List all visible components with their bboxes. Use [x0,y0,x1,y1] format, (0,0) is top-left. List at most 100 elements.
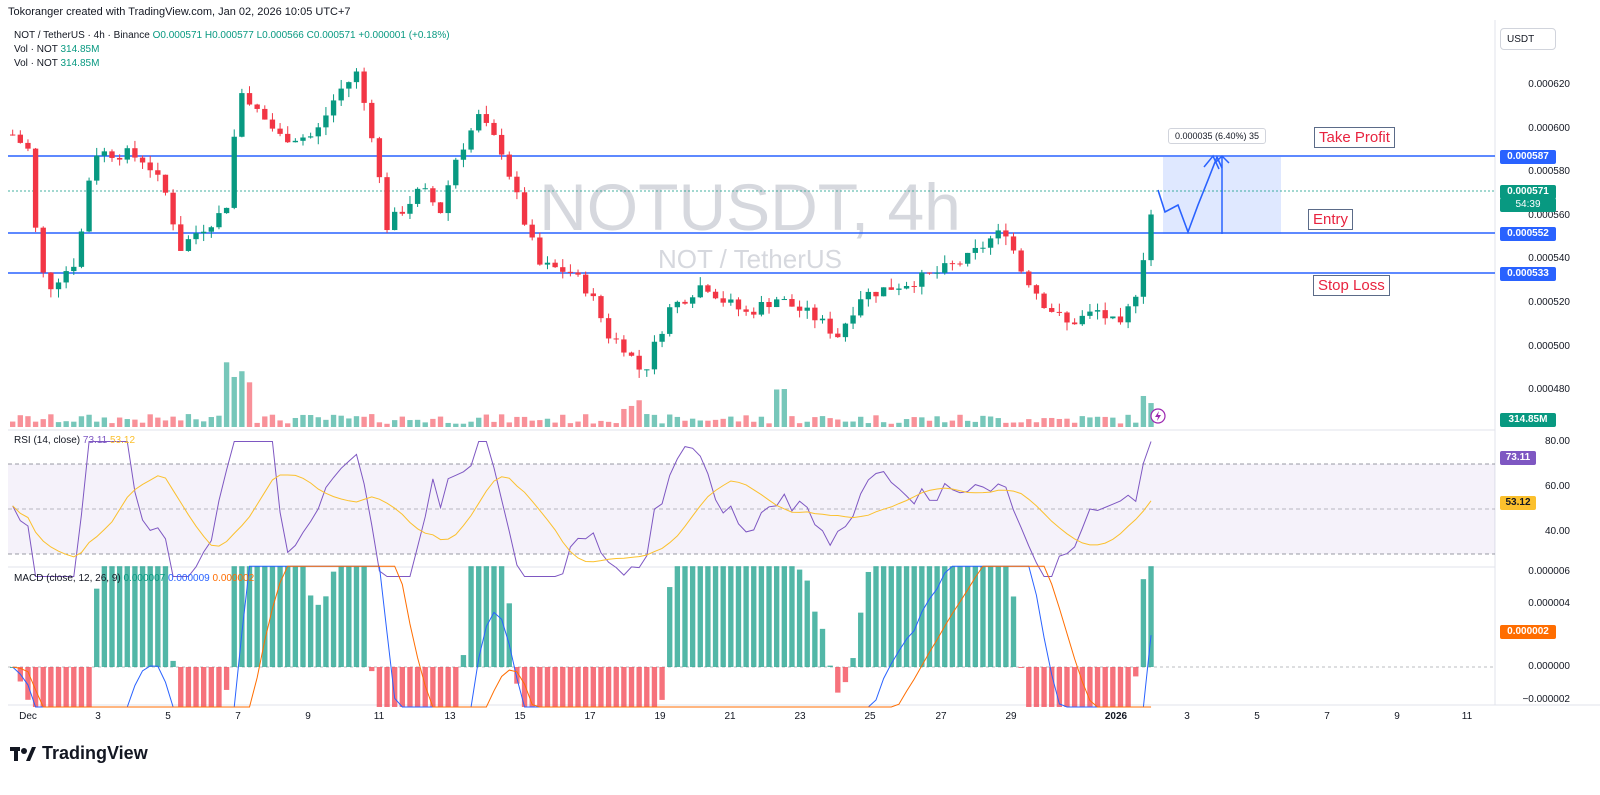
tradingview-logo[interactable]: TradingView [10,743,148,764]
volume-bar [1026,419,1032,427]
candle-body [246,93,253,105]
candle-body [529,224,535,238]
macd-histogram-bar [605,667,612,707]
candle-body [1102,310,1108,319]
price-axis-label: 0.000480 [1528,384,1570,395]
candle-body [94,155,100,181]
macd-histogram-bar [399,667,405,707]
volume-bar [147,414,153,427]
candle-body [10,134,16,136]
time-axis-label: 25 [864,711,876,722]
volume-bar [491,421,497,427]
rsi-line [12,441,1152,577]
macd-histogram-bar [445,667,451,707]
candle-body [949,263,956,265]
currency-button[interactable]: USDT [1500,28,1556,50]
macd-histogram-bar [262,566,268,667]
macd-histogram-bar [812,611,818,667]
candle-body [980,247,986,249]
volume-bar [185,414,192,427]
volume-bar [239,371,245,427]
candle-body [1041,293,1047,309]
volume-bar [735,421,742,427]
volume-legend-1[interactable]: Vol · NOT 314.85M [14,44,99,55]
macd-histogram-bar [659,667,665,700]
price-axis-label: 0.000500 [1528,341,1570,352]
candle-body [330,100,337,116]
volume-label: Vol · NOT [14,58,58,69]
volume-bar [445,422,451,427]
macd-histogram-bar [751,566,757,667]
macd-line [12,565,1152,708]
macd-histogram-bar [48,667,54,707]
time-axis-label: 3 [95,711,101,722]
candle-body [774,299,780,308]
volume-bar [812,417,818,427]
candle-body [124,148,130,160]
candle-body [880,287,887,297]
macd-histogram-bar [919,566,925,667]
macd-tag: 0.000002 [1500,625,1556,639]
rsi-ma-value: 53.12 [110,435,136,446]
time-axis-label: 13 [444,711,456,722]
time-axis-label: 17 [584,711,596,722]
time-axis-label: 19 [654,711,666,722]
symbol-legend[interactable]: NOT / TetherUS · 4h · Binance O0.000571 … [14,30,450,41]
macd-legend[interactable]: MACD (close, 12, 26, 9) 0.000007 0.00000… [14,573,254,584]
rsi-axis-label: 60.00 [1544,481,1570,492]
candle-body [1148,214,1154,261]
macd-histogram-bar [407,667,413,707]
volume-bar [414,419,421,427]
candle-body [453,159,459,186]
macd-histogram-bar [560,667,566,707]
macd-histogram-bar [972,566,978,667]
candle-body [1140,260,1147,297]
rsi-label: RSI (14, close) [14,435,81,446]
macd-histogram-bar [880,566,887,667]
macd-histogram-bar [216,667,222,707]
macd-hist-value: 0.000007 [123,573,166,584]
candle-body [55,282,62,290]
candle-body [116,157,123,160]
take-profit-label[interactable]: Take Profit [1314,127,1395,148]
candle-body [613,338,619,340]
volume-bar [659,423,665,427]
candle-body [697,285,703,298]
volume-bar [369,414,375,427]
macd-histogram-bar [384,667,390,707]
volume-bar [1087,417,1093,427]
candle-body [903,286,910,289]
volume-bar [942,422,948,427]
macd-histogram-bar [63,667,69,707]
macd-histogram-bar [422,667,428,707]
macd-histogram-bar [552,667,558,707]
candle-body [109,151,115,158]
volume-bar [155,417,161,427]
macd-histogram-bar [78,667,85,707]
volume-bar [835,419,841,427]
volume-bar [162,420,169,427]
macd-histogram-bar [1033,667,1040,707]
rsi-value: 73.11 [82,435,108,446]
volume-bar [529,420,535,427]
stop-loss-label[interactable]: Stop Loss [1313,275,1390,296]
entry-label[interactable]: Entry [1308,209,1354,230]
macd-histogram-bar [720,566,726,667]
volume-legend-2[interactable]: Vol · NOT 314.85M [14,58,99,69]
candle-body [751,311,757,315]
candle-body [957,263,963,265]
candle-body [789,299,795,307]
volume-bar [506,422,512,427]
candle-body [560,267,566,272]
volume-bar [269,414,276,427]
candle-body [1018,250,1024,272]
volume-bar [544,418,551,427]
candle-body [422,188,428,190]
macd-histogram-bar [40,667,46,707]
candle-body [399,211,405,214]
rsi-legend[interactable]: RSI (14, close) 73.11 53.12 [14,435,135,446]
volume-bar [430,418,436,427]
candle-body [307,136,314,138]
volume-bar [804,421,810,427]
